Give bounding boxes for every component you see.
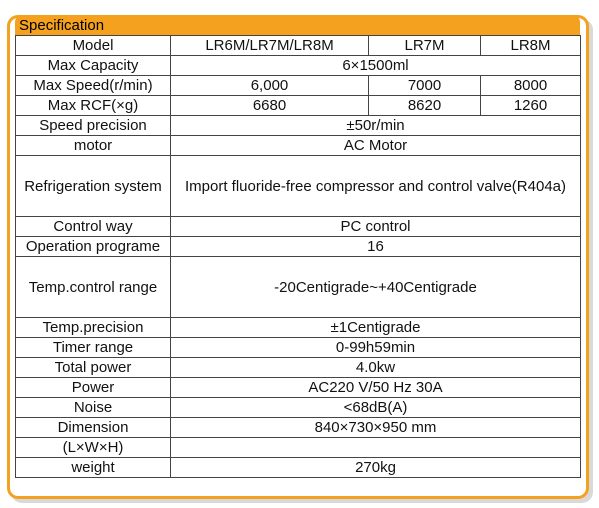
header-lr8m: LR8M [480,35,581,56]
row-value-empty [170,437,581,458]
row-value: AC220 V/50 Hz 30A [170,377,581,398]
row-label: Noise [15,397,171,418]
row-value: 8620 [368,95,481,116]
row-value: 6,000 [170,75,369,96]
table-row: Temp.control range -20Centigrade~+40Cent… [15,256,581,318]
row-value: ±50r/min [170,115,581,136]
header-series: LR6M/LR7M/LR8M [170,35,369,56]
row-value: 840×730×950 mm [170,417,581,438]
row-label: Power [15,377,171,398]
row-value: 4.0kw [170,357,581,378]
spec-title: Specification [19,17,105,34]
row-value: 8000 [480,75,581,96]
table-row: Temp.precision ±1Centigrade [15,317,581,338]
header-model: Model [15,35,171,56]
row-label: Total power [15,357,171,378]
row-label: Temp.control range [15,256,171,318]
table-row: Refrigeration system Import fluoride-fre… [15,155,581,217]
row-value: -20Centigrade~+40Centigrade [170,256,581,318]
row-label: Timer range [15,337,171,358]
table-row: Speed precision ±50r/min [15,115,581,136]
row-value: 6680 [170,95,369,116]
row-value: <68dB(A) [170,397,581,418]
row-value: 7000 [368,75,481,96]
table-row: Noise <68dB(A) [15,397,581,418]
table-row: weight 270kg [15,457,581,478]
header-lr7m: LR7M [368,35,481,56]
row-label: Speed precision [15,115,171,136]
row-label: Refrigeration system [15,155,171,217]
table-row: Max Capacity 6×1500ml [15,55,581,76]
row-label: Max Speed(r/min) [15,75,171,96]
row-value: ±1Centigrade [170,317,581,338]
table-row: motor AC Motor [15,135,581,156]
table-row: Total power 4.0kw [15,357,581,378]
row-label: weight [15,457,171,478]
row-value: Import fluoride-free compressor and cont… [170,155,581,217]
table-row: Operation programe 16 [15,236,581,257]
table-row: Power AC220 V/50 Hz 30A [15,377,581,398]
row-value: 16 [170,236,581,257]
row-label: motor [15,135,171,156]
row-label-continued: (L×W×H) [15,437,171,458]
table-row: Dimension 840×730×950 mm [15,417,581,438]
row-value: PC control [170,216,581,237]
row-value: AC Motor [170,135,581,156]
table-row: Max Speed(r/min) 6,000 7000 8000 [15,75,581,96]
row-label: Dimension [15,417,171,438]
row-label: Max Capacity [15,55,171,76]
table-row: Control way PC control [15,216,581,237]
row-label: Control way [15,216,171,237]
row-label: Temp.precision [15,317,171,338]
row-value: 0-99h59min [170,337,581,358]
row-value: 6×1500ml [170,55,581,76]
row-value: 1260 [480,95,581,116]
spec-header-bar: Specification [15,16,580,35]
row-label: Operation programe [15,236,171,257]
spec-table: Model LR6M/LR7M/LR8M LR7M LR8M Max Capac… [15,35,581,478]
row-label: Max RCF(×g) [15,95,171,116]
row-value: 270kg [170,457,581,478]
table-row: (L×W×H) [15,437,581,458]
table-row: Timer range 0-99h59min [15,337,581,358]
header-row: Model LR6M/LR7M/LR8M LR7M LR8M [15,35,581,56]
table-row: Max RCF(×g) 6680 8620 1260 [15,95,581,116]
